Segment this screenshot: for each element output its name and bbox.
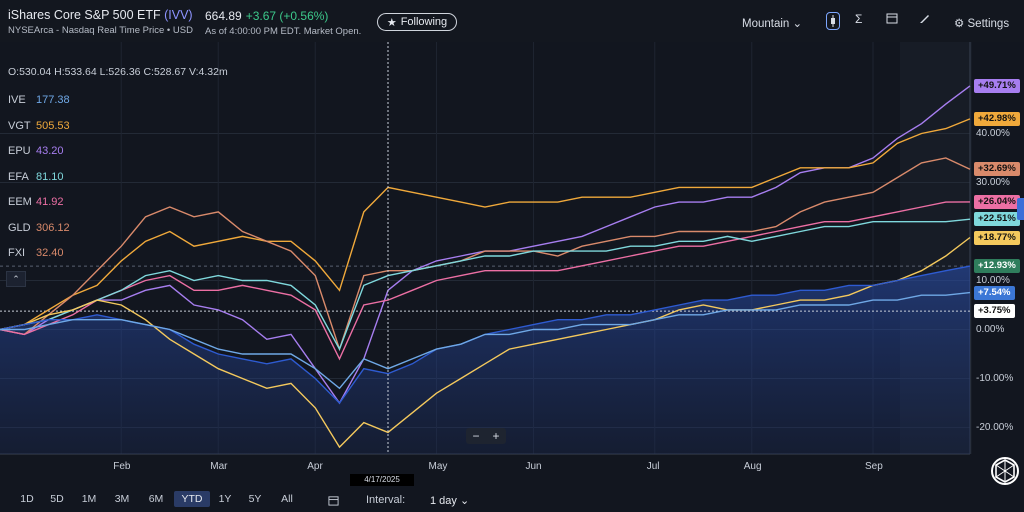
legend-symbol: GLD <box>8 221 31 234</box>
series-badge-ive: +7.54% <box>974 285 1015 300</box>
settings-label: Settings <box>967 18 1010 30</box>
last-price: 664.89 <box>205 9 242 23</box>
crosshair-date-label: 4/17/2025 <box>350 474 414 486</box>
series-badge-ivv: +12.93% <box>974 259 1020 274</box>
series-line-vgt <box>0 118 971 331</box>
y-tick-label: -10.00% <box>976 372 1014 384</box>
quote-header: iShares Core S&P 500 ETF (IVV) NYSEArca … <box>0 0 1024 42</box>
range-button-1d[interactable]: 1D <box>20 493 34 505</box>
range-button-6m[interactable]: 6M <box>148 493 164 505</box>
crosshair-value-badge: +3.75% <box>974 304 1015 319</box>
legend-symbol: EPU <box>8 145 31 157</box>
legend-item-vgt[interactable]: VGT 505.53 <box>8 114 70 140</box>
range-toolbar: 1D 5D 1M 3M 6M YTD 1Y 5Y All Interval: 1 day ⌄ <box>0 486 1024 512</box>
legend-item-ive[interactable]: IVE 177.38 <box>8 88 70 114</box>
interval-value: 1 day <box>430 495 457 507</box>
x-tick-label: May <box>428 461 448 472</box>
x-tick-label: Feb <box>113 461 131 472</box>
legend-value: 81.10 <box>36 170 64 183</box>
follow-button[interactable]: ★ Following <box>377 13 457 31</box>
legend-value: 32.40 <box>36 247 64 259</box>
x-tick-label: Apr <box>307 461 323 472</box>
x-tick-label: Jul <box>646 461 660 472</box>
y-tick-label: 40.00% <box>976 127 1010 139</box>
range-button-5d[interactable]: 5D <box>50 493 64 505</box>
legend-symbol: FXI <box>8 247 26 259</box>
x-tick-label: Mar <box>210 461 228 472</box>
series-line-gld <box>0 236 971 449</box>
series-line-efa <box>0 218 971 351</box>
range-button-ytd[interactable]: YTD <box>174 491 210 507</box>
legend-value: 177.38 <box>36 94 70 106</box>
x-tick-label: Jun <box>525 461 542 472</box>
series-line-fxi <box>0 157 971 352</box>
comparison-legend: IVE 177.38 VGT 505.53 EPU 43.20 EFA 81.10 EEM 41.… <box>8 88 70 267</box>
legend-value: 41.92 <box>36 196 64 208</box>
legend-symbol: IVE <box>8 94 26 106</box>
zoom-out-button[interactable]: − <box>472 429 480 443</box>
legend-symbol: VGT <box>8 119 31 132</box>
legend-item-epu[interactable]: EPU 43.20 <box>8 139 70 165</box>
price-change: +3.67 (+0.56%) <box>245 9 329 23</box>
comparison-chart[interactable] <box>0 42 1024 486</box>
range-button-5y[interactable]: 5Y <box>248 493 262 505</box>
zoom-controls: − + <box>466 428 506 444</box>
pencil-draw-icon[interactable] <box>919 12 931 27</box>
mountain-area-ivv <box>0 266 970 454</box>
calendar-icon[interactable] <box>886 12 898 27</box>
security-title: iShares Core S&P 500 ETF (IVV) <box>8 8 193 22</box>
legend-symbol: EEM <box>8 196 32 208</box>
series-line-ive <box>0 291 971 390</box>
range-button-1m[interactable]: 1M <box>81 493 97 505</box>
x-tick-label: Aug <box>743 461 762 472</box>
series-badge-vgt: +42.98% <box>974 111 1020 126</box>
candlestick-icon[interactable] <box>826 12 840 30</box>
settings-button[interactable]: ⚙ Settings <box>954 16 1009 30</box>
legend-item-fxi[interactable]: FXI 32.40 <box>8 241 70 267</box>
collapse-legend-button[interactable]: ⌃ <box>6 271 26 287</box>
as-of-time: As of 4:00:00 PM EDT. Market Open. <box>205 26 362 37</box>
y-tick-label: 30.00% <box>976 176 1010 188</box>
side-panel-toggle[interactable] <box>1017 198 1024 220</box>
chevron-up-icon: ⌃ <box>12 274 20 284</box>
series-badge-epu: +49.71% <box>974 78 1020 93</box>
y-tick-label: 0.00% <box>976 323 1005 335</box>
legend-value: 306.12 <box>36 221 70 234</box>
range-button-all[interactable]: All <box>281 493 293 505</box>
calendar-range-icon[interactable] <box>328 493 339 511</box>
x-tick-label: Sep <box>865 461 883 472</box>
interval-label: Interval: <box>366 494 406 506</box>
legend-value: 43.20 <box>36 145 64 157</box>
chevron-down-icon: ⌄ <box>792 18 803 30</box>
y-tick-label: 10.00% <box>976 274 1010 286</box>
exchange-line: NYSEArca - Nasdaq Real Time Price • USD <box>8 25 193 36</box>
ticker-symbol: (IVV) <box>164 8 193 22</box>
series-badge-gld: +18.77% <box>974 230 1020 245</box>
series-badge-efa: +22.51% <box>974 212 1020 227</box>
y-tick-label: -20.00% <box>976 421 1014 433</box>
zoom-in-button[interactable]: + <box>492 429 500 443</box>
range-button-1y[interactable]: 1Y <box>218 493 232 505</box>
price-block: 664.89 +3.67 (+0.56%) <box>205 9 328 23</box>
legend-item-eem[interactable]: EEM 41.92 <box>8 190 70 216</box>
legend-item-gld[interactable]: GLD 306.12 <box>8 216 70 242</box>
assistant-logo-icon[interactable] <box>990 456 1020 486</box>
sigma-indicators-icon[interactable]: Σ <box>855 12 863 26</box>
legend-symbol: EFA <box>8 170 29 183</box>
series-line-eem <box>0 201 971 361</box>
chart-type-dropdown[interactable]: Mountain ⌄ <box>742 16 802 30</box>
range-button-3m[interactable]: 3M <box>114 493 130 505</box>
interval-dropdown[interactable]: 1 day ⌄ <box>430 494 469 507</box>
gear-icon: ⚙ <box>954 18 965 30</box>
series-badge-fxi: +32.69% <box>974 162 1020 177</box>
security-name: iShares Core S&P 500 ETF <box>8 8 161 22</box>
chevron-down-icon: ⌄ <box>459 495 470 507</box>
legend-value: 505.53 <box>36 119 70 132</box>
ohlc-readout: O:530.04 H:533.64 L:526.36 C:528.67 V:4.… <box>8 66 228 78</box>
series-badge-eem: +26.04% <box>974 194 1020 209</box>
chart-type-label: Mountain <box>742 18 790 30</box>
follow-label: Following <box>400 16 448 28</box>
star-icon: ★ <box>386 16 397 29</box>
legend-item-efa[interactable]: EFA 81.10 <box>8 165 70 191</box>
